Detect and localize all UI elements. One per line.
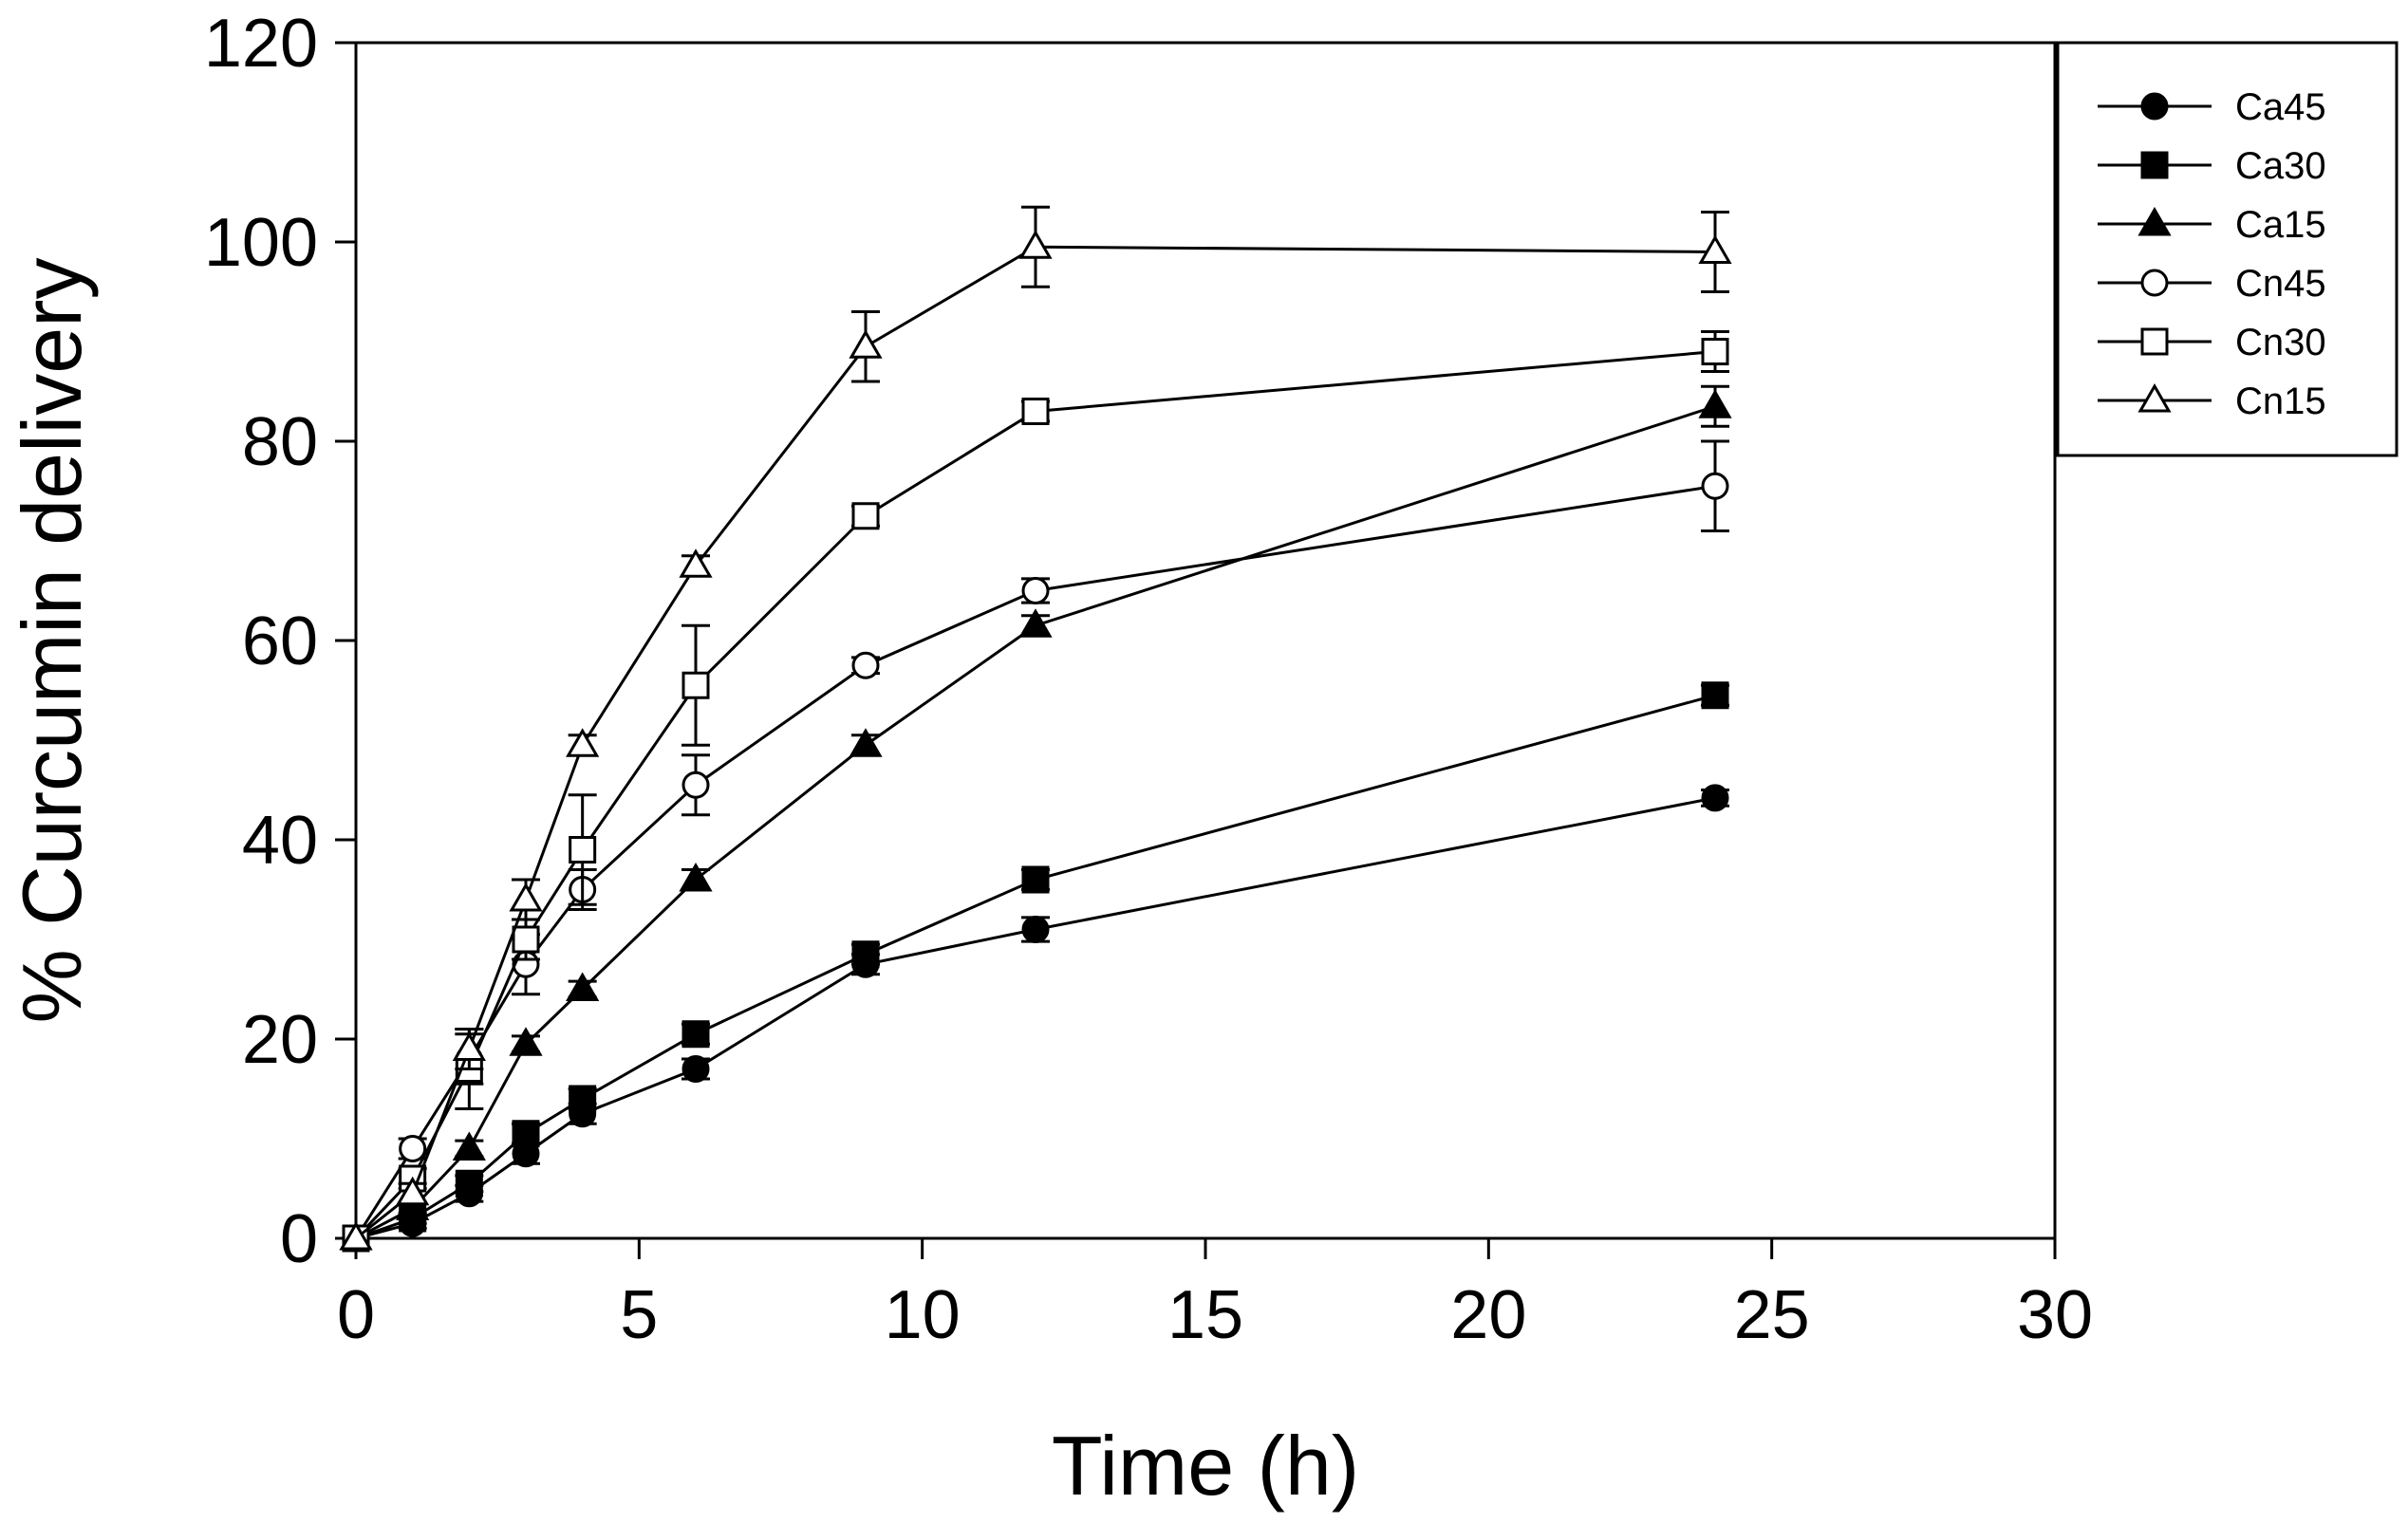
legend-marker <box>2140 327 2169 356</box>
x-tick-label: 5 <box>620 1277 658 1353</box>
cn15-point <box>396 1176 430 1206</box>
ca45-line <box>355 796 1716 1240</box>
legend-item-ca45: Ca45 <box>2098 86 2326 128</box>
ca15-point <box>1698 389 1732 418</box>
legend-marker <box>2140 269 2169 297</box>
cn45-point <box>1021 577 1050 604</box>
legend-item-cn15: Cn15 <box>2098 381 2326 422</box>
series-ca15 <box>339 384 1732 1251</box>
legend-label: Cn30 <box>2235 322 2326 363</box>
y-tick-label: 0 <box>280 1201 318 1277</box>
y-tick-label: 80 <box>242 404 318 480</box>
cn15-point <box>452 1031 486 1061</box>
series-ca30 <box>342 681 1729 1253</box>
plot-frame <box>354 41 2057 1240</box>
cn45-point <box>399 1135 427 1162</box>
ca45-point <box>681 1055 710 1083</box>
x-tick-label: 15 <box>1167 1277 1243 1353</box>
cn45-point <box>851 651 880 679</box>
legend: Ca45 Ca30 Ca15 Cn45 Cn30 Cn15 <box>2056 41 2399 457</box>
ca15-point <box>509 1027 543 1056</box>
ca45-point <box>1701 784 1729 812</box>
x-tick-label: 30 <box>2017 1277 2093 1353</box>
cn30-point <box>1701 338 1729 365</box>
legend-item-ca30: Ca30 <box>2098 145 2326 187</box>
ca15-point <box>396 1191 430 1220</box>
legend-marker <box>2137 382 2172 413</box>
x-tick-label: 20 <box>1450 1277 1526 1353</box>
cn15-point <box>509 882 543 912</box>
ca30-line <box>355 694 1716 1240</box>
ca15-point <box>849 728 883 757</box>
cn15-point <box>1698 234 1732 264</box>
cn15-line <box>355 245 1716 1240</box>
cn15-point <box>849 329 883 359</box>
cn30-point <box>681 671 710 699</box>
legend-label: Ca45 <box>2235 86 2326 128</box>
x-axis-label: Time (h) <box>1052 1419 1359 1513</box>
y-axis: 0 20 40 60 80 100 120 <box>204 6 356 1277</box>
y-axis-label: % Curcumin delivery <box>5 258 99 1024</box>
cn45-point <box>681 771 710 799</box>
x-axis: 0 5 10 15 20 25 30 <box>337 1238 2093 1353</box>
y-tick-label: 40 <box>242 803 318 879</box>
legend-marker <box>2137 206 2172 236</box>
cn30-point <box>1021 398 1050 425</box>
legend-label: Ca15 <box>2235 204 2326 246</box>
ca15-point <box>1018 608 1053 638</box>
cn15-point <box>679 548 713 578</box>
y-tick-label: 20 <box>242 1002 318 1078</box>
legend-marker <box>2140 92 2169 121</box>
x-tick-label: 10 <box>885 1277 961 1353</box>
cn30-point <box>512 925 540 954</box>
legend-label: Ca30 <box>2235 145 2326 187</box>
ca30-point <box>681 1020 710 1049</box>
legend-label: Cn45 <box>2235 263 2326 305</box>
cn15-point <box>566 728 600 757</box>
x-tick-label: 25 <box>1734 1277 1810 1353</box>
legend-label: Cn15 <box>2235 381 2326 422</box>
y-tick-label: 100 <box>204 205 318 281</box>
cn30-line <box>354 350 1716 1240</box>
series-layer <box>339 205 1732 1253</box>
ca15-point <box>452 1131 486 1161</box>
ca15-point <box>679 862 713 892</box>
cn15-point <box>339 1220 373 1251</box>
legend-item-cn30: Cn30 <box>2098 322 2326 363</box>
legend-item-ca15: Ca15 <box>2098 204 2326 246</box>
cn15-point <box>1018 230 1053 259</box>
legend-marker <box>2140 151 2169 179</box>
ca15-point <box>566 972 600 1001</box>
ca30-point <box>1701 681 1729 710</box>
cn30-point <box>851 502 880 530</box>
ca30-point <box>455 1169 483 1198</box>
ca30-point <box>569 1085 597 1113</box>
ca30-point <box>512 1120 540 1148</box>
y-tick-label: 120 <box>204 6 318 82</box>
legend-box <box>2056 41 2399 457</box>
ca30-point <box>1021 865 1050 894</box>
series-cn15 <box>339 205 1732 1251</box>
ca45-point <box>1021 916 1050 943</box>
cn45-point <box>1701 472 1729 500</box>
series-cn45 <box>342 439 1729 1253</box>
legend-item-cn45: Cn45 <box>2098 263 2326 305</box>
y-tick-label: 60 <box>242 604 318 679</box>
ca30-point <box>851 940 880 969</box>
cn30-point <box>569 836 597 864</box>
x-tick-label: 0 <box>337 1277 375 1353</box>
